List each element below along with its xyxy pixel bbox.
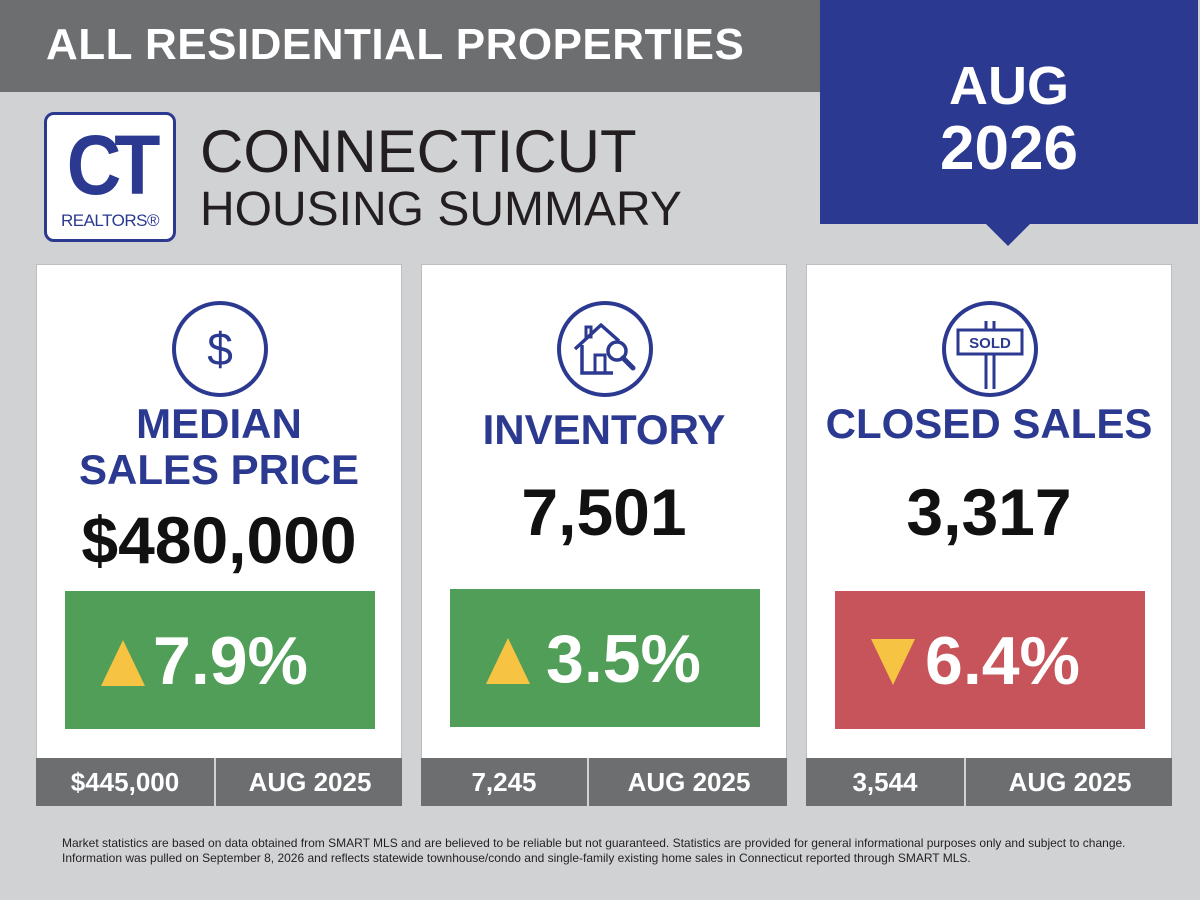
inventory-card: INVENTORY 7,501 3.5% 7,245 AUG 2025 bbox=[421, 264, 787, 806]
card-heading: INVENTORY bbox=[482, 406, 726, 453]
arrow-up-icon bbox=[486, 638, 530, 684]
disclaimer-line2: Information was pulled on September 8, 2… bbox=[62, 851, 971, 865]
sold-sign-text: SOLD bbox=[969, 335, 1011, 352]
disclaimer-line1: Market statistics are based on data obta… bbox=[62, 836, 1126, 850]
previous-value: 7,245 bbox=[421, 758, 589, 806]
sold-sign-icon: SOLD bbox=[942, 301, 1038, 397]
change-percent: 6.4% bbox=[925, 623, 1080, 699]
page-title-line1: CONNECTICUT bbox=[200, 118, 637, 185]
page-title-line2: HOUSING SUMMARY bbox=[200, 183, 682, 236]
previous-value: 3,544 bbox=[806, 758, 966, 806]
card-heading-line1: MEDIAN bbox=[136, 400, 302, 447]
report-year: 2026 bbox=[940, 114, 1078, 183]
closed-sales-card: SOLD CLOSED SALES 3,317 6.4% 3,544 AUG 2… bbox=[806, 264, 1172, 806]
change-box: 7.9% bbox=[65, 591, 375, 729]
banner-title: ALL RESIDENTIAL PROPERTIES bbox=[46, 20, 745, 69]
change-percent: 3.5% bbox=[546, 621, 701, 697]
previous-date: AUG 2025 bbox=[248, 767, 372, 797]
inventory-value: 7,501 bbox=[521, 475, 687, 549]
change-box: 6.4% bbox=[835, 591, 1145, 729]
card-footer: $445,000 AUG 2025 bbox=[36, 758, 402, 806]
previous-date: AUG 2025 bbox=[1008, 767, 1132, 797]
previous-date: AUG 2025 bbox=[627, 767, 751, 797]
closed-sales-value: 3,317 bbox=[906, 475, 1072, 549]
card-heading-line2: SALES PRICE bbox=[78, 446, 360, 493]
change-box: 3.5% bbox=[450, 589, 760, 727]
disclaimer: Market statistics are based on data obta… bbox=[62, 836, 1162, 866]
change-percent: 7.9% bbox=[153, 623, 308, 699]
card-heading: CLOSED SALES bbox=[825, 400, 1153, 447]
card-footer: 7,245 AUG 2025 bbox=[421, 758, 787, 806]
previous-value: $445,000 bbox=[36, 758, 216, 806]
arrow-down-icon bbox=[871, 639, 915, 685]
svg-text:$: $ bbox=[207, 323, 233, 375]
card-footer: 3,544 AUG 2025 bbox=[806, 758, 1172, 806]
ct-realtors-logo: CT REALTORS® bbox=[44, 112, 176, 242]
median-price-value: $480,000 bbox=[81, 503, 357, 577]
logo-subtitle: REALTORS® bbox=[60, 211, 160, 230]
house-search-icon bbox=[557, 301, 653, 397]
top-banner: ALL RESIDENTIAL PROPERTIES bbox=[0, 0, 820, 92]
arrow-up-icon bbox=[101, 640, 145, 686]
dollar-icon: $ bbox=[172, 301, 268, 397]
date-badge: AUG 2026 bbox=[820, 0, 1198, 246]
logo-letters: CT bbox=[66, 118, 161, 212]
report-month: AUG bbox=[949, 56, 1069, 116]
median-sales-price-card: $ MEDIAN SALES PRICE $480,000 7.9% $445,… bbox=[36, 264, 402, 806]
